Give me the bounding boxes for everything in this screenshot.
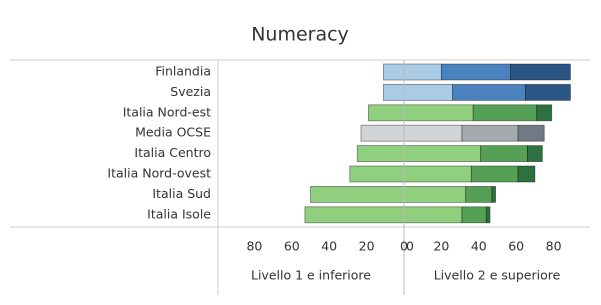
category-label: Italia Sud [152, 186, 211, 201]
bar-segment [517, 165, 536, 183]
bar-segment [360, 124, 405, 142]
x2-axis-title: Livello 2 e superiore [434, 268, 561, 283]
x-tick-label: 20 [359, 239, 375, 254]
bar-segment [403, 165, 472, 183]
bar-segment [517, 124, 545, 142]
bar-segment [440, 63, 511, 81]
bar-segment [536, 104, 553, 122]
x2-tick-label: 80 [546, 239, 562, 254]
category-label: Italia Isole [147, 206, 211, 221]
bar-segment [461, 124, 519, 142]
bar-segment [403, 104, 474, 122]
x2-tick-label: 0 [406, 239, 414, 254]
x-axis-title: Livello 1 e inferiore [251, 268, 371, 283]
category-label: Italia Nord-ovest [107, 166, 211, 181]
bar-segment [310, 185, 405, 203]
bar-segment [383, 84, 405, 101]
category-label: Italia Centro [134, 145, 211, 160]
bar-segment [472, 104, 538, 122]
x-tick-label: 60 [284, 239, 300, 254]
bar-segment [525, 84, 571, 101]
category-label: Media OCSE [135, 125, 211, 140]
bar-segment [403, 185, 467, 203]
bar-segment [403, 206, 463, 224]
bar-segment [461, 206, 487, 224]
bar-segment [356, 145, 405, 163]
category-label: Finlandia [155, 64, 211, 79]
bar-segment [452, 84, 526, 101]
bar-segment [491, 185, 497, 203]
bar-segment [403, 63, 442, 81]
x2-tick-label: 60 [508, 239, 524, 254]
bar-segment [465, 185, 493, 203]
x-tick-label: 40 [321, 239, 337, 254]
bar-segment [527, 145, 543, 163]
bar-segment [304, 206, 405, 224]
x-tick-label: 80 [246, 239, 262, 254]
category-label: Svezia [170, 84, 211, 99]
bar-segment [485, 206, 491, 224]
bar-segment [510, 63, 571, 81]
bar-segment [403, 145, 482, 163]
x2-tick-label: 20 [433, 239, 449, 254]
chart-title: Numeracy [251, 24, 349, 46]
bar-segment [368, 104, 405, 122]
x2-tick-label: 40 [471, 239, 487, 254]
bar-segment [480, 145, 528, 163]
bar-segment [470, 165, 519, 183]
bar-segment [383, 63, 405, 81]
bar-segment [403, 84, 454, 101]
x-tick-label: 0 [400, 239, 408, 254]
bar-segment [403, 124, 463, 142]
bar-segment [349, 165, 405, 183]
category-label: Italia Nord-est [123, 104, 211, 119]
